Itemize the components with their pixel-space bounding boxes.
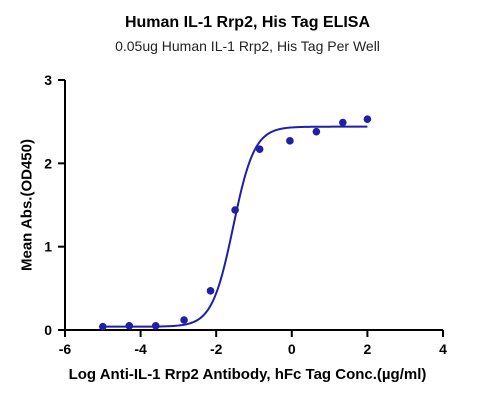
data-point xyxy=(180,316,188,324)
x-tick-label: -2 xyxy=(210,341,223,357)
data-point xyxy=(99,322,107,331)
data-point xyxy=(125,322,134,330)
y-tick-label: 1 xyxy=(44,239,52,255)
chart-title: Human IL-1 Rrp2, His Tag ELISA xyxy=(124,14,371,31)
y-tick-label: 3 xyxy=(44,72,52,88)
axes: -6 -4 -2 0 2 4 0 1 2 3 xyxy=(44,72,447,357)
data-point xyxy=(339,118,347,127)
y-tick-label: 0 xyxy=(44,322,52,338)
data-point xyxy=(286,137,294,145)
data-point xyxy=(151,322,160,330)
data-point xyxy=(231,206,239,214)
x-tick-label: -4 xyxy=(134,341,147,357)
x-tick-label: 2 xyxy=(364,341,372,357)
data-points-layer xyxy=(99,115,372,331)
chart-subtitle: 0.05ug Human IL-1 Rrp2, His Tag Per Well xyxy=(115,38,380,54)
data-point xyxy=(255,145,264,153)
data-point xyxy=(312,127,321,136)
fit-curve-layer xyxy=(102,125,368,328)
y-tick-label: 2 xyxy=(44,155,52,171)
x-axis-label: Log Anti-IL-1 Rrp2 Antibody, hFc Tag Con… xyxy=(68,366,427,383)
data-point xyxy=(206,287,215,295)
data-point xyxy=(363,115,372,123)
x-tick-label: 4 xyxy=(439,341,447,357)
x-tick-label: -6 xyxy=(59,341,72,357)
x-tick-label: 0 xyxy=(288,341,296,357)
fit-curve xyxy=(102,125,368,328)
y-axis-label: Mean Abs.(OD450) xyxy=(18,139,36,271)
